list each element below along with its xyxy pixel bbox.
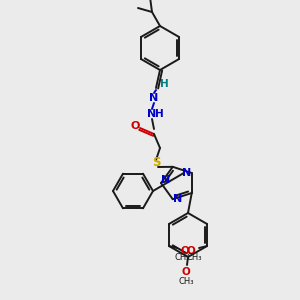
- Text: H: H: [154, 109, 164, 119]
- Text: O: O: [187, 246, 195, 256]
- Text: N: N: [147, 109, 157, 119]
- Text: O: O: [182, 267, 190, 277]
- Text: CH₃: CH₃: [186, 254, 202, 262]
- Text: H: H: [160, 79, 168, 89]
- Text: N: N: [161, 175, 171, 185]
- Text: N: N: [149, 93, 159, 103]
- Text: N: N: [182, 168, 191, 178]
- Text: CH₃: CH₃: [174, 254, 190, 262]
- Text: O: O: [130, 121, 140, 131]
- Text: N: N: [173, 194, 182, 204]
- Text: CH₃: CH₃: [178, 277, 194, 286]
- Text: S: S: [152, 157, 160, 169]
- Text: O: O: [181, 246, 189, 256]
